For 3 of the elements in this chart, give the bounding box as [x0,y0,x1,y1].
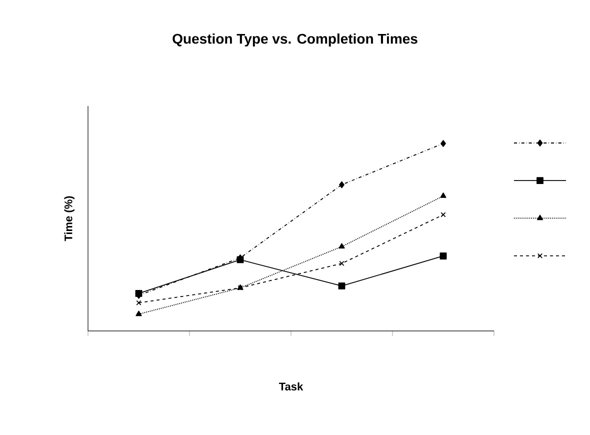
chart-title: Question Type vs. Completion Times [172,33,418,47]
y-axis-title: Time (%) [64,196,74,242]
x-axis-title: Task [279,382,304,390]
